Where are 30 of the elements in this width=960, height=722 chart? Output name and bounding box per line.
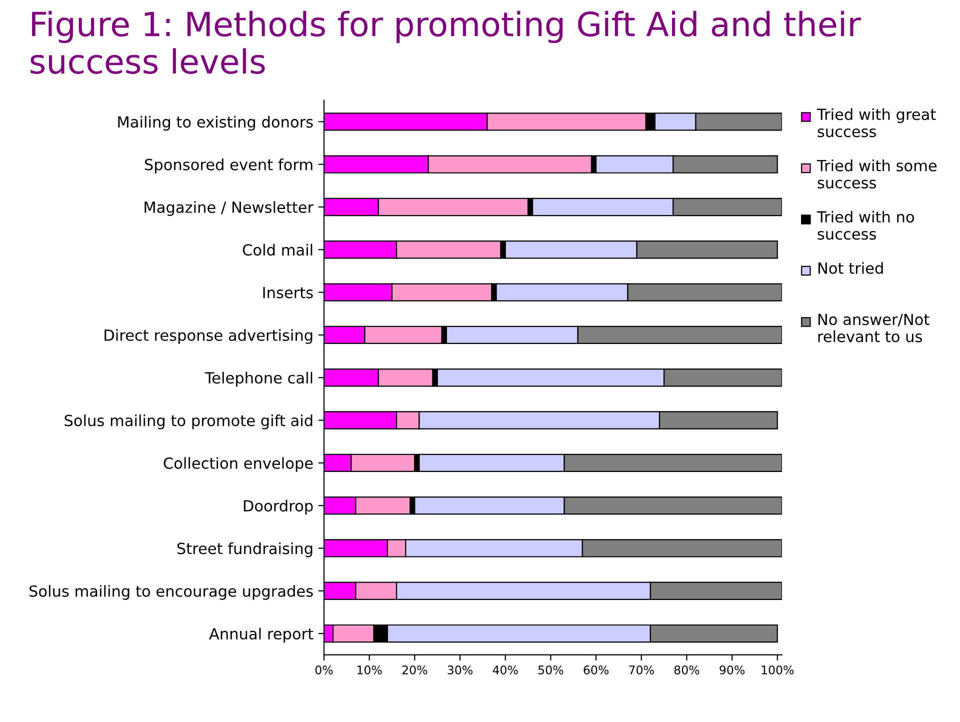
y-tick-label: Collection envelope xyxy=(164,457,313,472)
y-tick-label: Direct response advertising xyxy=(104,329,312,344)
x-tick-label: 100% xyxy=(762,665,794,674)
y-tick-label: Doordrop xyxy=(244,500,313,515)
y-tick-label: Inserts xyxy=(263,286,313,298)
legend-label: Not tried xyxy=(818,262,883,274)
y-tick-label: Cold mail xyxy=(242,244,312,256)
x-tick-label: 90% xyxy=(720,665,745,674)
x-tick-label: 80% xyxy=(674,665,700,674)
y-tick-label: Mailing to existing donors xyxy=(118,116,313,131)
legend-label: Tried with some success xyxy=(816,160,937,188)
y-tick-label: Solus mailing to promote gift aid xyxy=(64,414,312,430)
y-tick-label: Telephone call xyxy=(204,372,312,387)
y-tick-label: Street fundraising xyxy=(177,542,312,558)
x-tick-label: 30% xyxy=(448,665,472,674)
legend-label: Tried with no success xyxy=(816,210,914,240)
x-tick-label: 70% xyxy=(629,665,654,674)
x-tick-label: 40% xyxy=(492,665,518,674)
legend-label: No answer/Not relevant to us xyxy=(818,314,930,342)
x-tick-label: 50% xyxy=(538,665,564,674)
y-tick-label: Solus mailing to encourage upgrades xyxy=(30,585,313,600)
x-tick-label: 60% xyxy=(584,665,608,674)
chart-title: Figure 1: Methods for promoting Gift Aid and their success levels xyxy=(30,10,861,74)
y-tick-label: Annual report xyxy=(209,628,314,643)
y-tick-label: Magazine / Newsletter xyxy=(144,201,314,216)
x-tick-label: 10% xyxy=(358,665,382,674)
y-tick-label: Sponsored event form xyxy=(144,158,312,174)
legend-label: Tried with great success xyxy=(816,108,936,138)
x-tick-label: 20% xyxy=(402,665,428,674)
x-tick-label: 0% xyxy=(315,665,333,674)
